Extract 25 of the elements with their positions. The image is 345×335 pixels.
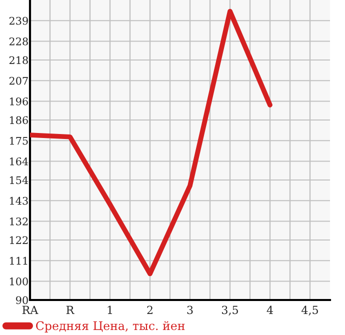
y-tick-label: 186 — [10, 116, 28, 124]
x-tick-label: 1 — [108, 306, 112, 314]
y-tick-label: 196 — [10, 97, 28, 106]
x-tick-label: 3 — [187, 306, 193, 314]
y-tick-label: 90 — [16, 296, 28, 304]
x-tick-label: 4 — [266, 306, 273, 314]
x-tick-label: 3,5 — [222, 306, 238, 316]
x-tick-label: RA — [22, 306, 38, 314]
y-tick-label: 100 — [10, 277, 28, 286]
x-tick-label: R — [66, 306, 74, 314]
y-tick-label: 218 — [9, 56, 28, 64]
line-series — [30, 8, 272, 276]
y-tick-label: 175 — [10, 136, 28, 145]
x-tick-label: 4,5 — [302, 306, 318, 316]
y-tick-label: 228 — [9, 37, 28, 46]
x-tick-label: 2 — [147, 306, 152, 314]
y-tick-label: 143 — [10, 196, 28, 205]
y-tick-label: 132 — [10, 217, 28, 226]
y-tick-label: 154 — [10, 176, 28, 184]
y-tick-label: 164 — [10, 157, 28, 166]
y-tick-label: 122 — [10, 236, 28, 244]
y-tick-label: 111 — [10, 256, 28, 265]
y-tick-label: 207 — [9, 76, 28, 85]
y-tick-label: 239 — [9, 16, 28, 25]
legend-label: Средняя Цена, тыс. йен — [36, 321, 185, 332]
